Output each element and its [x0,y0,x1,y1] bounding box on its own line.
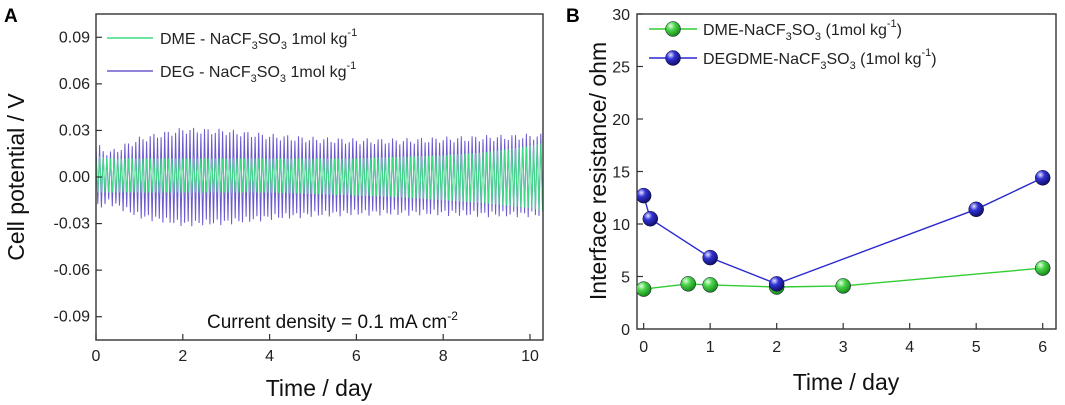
panel-b-point-degdme [702,249,718,266]
panel-b-point-degdme [642,211,659,227]
panel-b-y-tick-label: 15 [612,165,630,182]
panel-b-x-axis-label: Time / day [793,369,900,395]
panel-a-series-line-dme [96,143,543,212]
panel-b-x-tick-label: 1 [706,339,715,356]
panel-a-label: A [4,6,18,27]
panel-a-y-tick-label: 0.00 [59,169,90,186]
panel-b-series-line-degdme [643,177,1043,285]
panel-a-x-tick-label: 4 [265,348,274,365]
panel-b-y-tick-label: 20 [612,112,630,129]
panel-b-x-tick-label: 4 [905,339,914,356]
panel-b-x-tick-label: 6 [1038,339,1047,356]
panel-a-legend-label: DEG - NaCF3SO3 1mol kg-1 [160,60,356,85]
panel-b-point-degdme [1034,170,1051,186]
panel-a-x-tick-label: 6 [352,348,361,365]
panel-b-point-degdme [637,187,652,204]
panel-b-point-degdme [768,276,785,292]
panel-b-x-tick-label: 5 [972,339,981,356]
panel-b-point-dme [1034,260,1051,276]
panel-b-x-tick-label: 3 [839,339,848,356]
panel-a-legend: DME - NaCF3SO3 1mol kg-1 DEG - NaCF3SO3 1… [107,27,357,85]
panel-b-legend-swatch-marker [665,50,681,66]
panel-b-x-tick-label: 0 [639,339,648,356]
panel-a-x-axis-label: Time / day [266,375,373,401]
panel-b-x-tick-label: 2 [772,339,781,356]
panel-a-y-tick-label: -0.09 [54,309,91,326]
panel-a-y-tick-label: -0.03 [54,216,91,233]
panel-b-legend-label: DME-NaCF3SO3 (1mol kg-1) [703,18,902,43]
panel-a-current-density-annotation: Current density = 0.1 mA cm-2 [207,309,458,333]
panel-b-point-degdme [968,201,984,218]
panel-a-y-tick-label: 0.06 [59,76,90,93]
panel-b-label: B [566,6,580,27]
panel-a-chart: A -0.09 -0.06 -0.03 0.00 0.03 0.06 0.09 0 2 4 6 8 10… [3,6,544,401]
panel-a-x-tick-label: 10 [521,348,539,365]
panel-b-chart: B 0 5 10 15 20 25 30 0 1 2 3 4 5 6 Interface resistan… [566,6,1057,395]
panel-b-y-tick-label: 30 [612,7,630,24]
panel-b-legend-label: DEGDME-NaCF3SO3 (1mol kg-1) [703,47,937,72]
panel-b-y-tick-label: 10 [612,217,630,234]
panel-b-y-tick-label: 5 [621,270,630,287]
panel-a-legend-label: DME - NaCF3SO3 1mol kg-1 [160,27,357,52]
panel-a-x-tick-label: 0 [92,348,101,365]
panel-b-y-axis-label: Interface resistance/ ohm [585,42,611,300]
panel-b-legend: DME-NaCF3SO3 (1mol kg-1) DEGDME-NaCF3SO3 … [649,18,937,72]
panel-a-y-tick-label: 0.03 [59,122,90,139]
panel-a-y-tick-label: 0.09 [59,29,90,46]
panel-b-y-tick-label: 0 [621,322,630,339]
panel-b-point-dme [835,278,851,294]
panel-a-y-axis-label: Cell potential / V [3,93,29,261]
panel-b-point-dme [680,276,696,292]
panel-b-point-dme [637,281,652,297]
panel-b-y-tick-label: 25 [612,60,630,77]
panel-b-legend-swatch-marker [665,21,681,37]
panel-a-x-tick-label: 8 [439,348,448,365]
panel-a-x-tick-label: 2 [178,348,187,365]
panel-b-point-dme [702,277,718,293]
panel-a-y-tick-label: -0.06 [54,262,91,279]
